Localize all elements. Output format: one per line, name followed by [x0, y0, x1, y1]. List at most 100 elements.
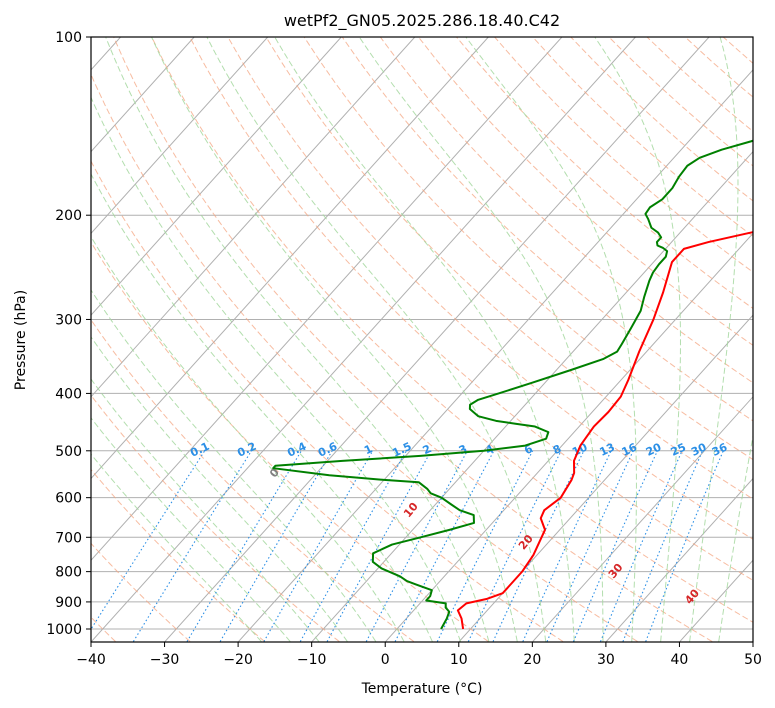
mixing-ratio-label: 20	[644, 440, 664, 458]
isotherm-line	[91, 37, 195, 153]
dry-adiabat-line	[341, 37, 753, 422]
x-tick-label: 30	[597, 652, 615, 668]
dry-adiabat-line	[303, 37, 753, 461]
dry-adiabat-line	[189, 37, 753, 581]
mixing-ratio-label: 0.6	[316, 440, 339, 460]
isotherm-lines	[91, 37, 775, 642]
dewpoint-profile-line	[272, 139, 753, 630]
mixing-ratio-label: 0.2	[235, 440, 258, 460]
dry-adiabat-line	[91, 468, 265, 642]
y-tick-label: 900	[55, 595, 82, 611]
dry-adiabat-line	[684, 37, 753, 98]
mixing-ratio-label: 16	[620, 440, 640, 458]
mixing-ratio-line	[467, 450, 562, 642]
mixing-ratio-line	[132, 450, 252, 642]
chart-title: wetPf2_GN05.2025.286.18.40.C42	[284, 11, 560, 31]
mixing-ratio-label: 8	[551, 442, 563, 457]
mixing-ratio-line	[299, 450, 407, 642]
temperature-profile-line	[456, 231, 753, 630]
dry-adiabat-line	[456, 37, 753, 310]
moist-adiabat-line	[91, 453, 262, 642]
isotherm-line	[91, 37, 342, 316]
dry-adiabat-line	[418, 37, 753, 346]
dry-adiabat-line	[227, 37, 753, 540]
dry-adiabat-line	[379, 37, 753, 384]
moist-adiabat-line	[274, 37, 575, 642]
y-axis-label: Pressure (hPa)	[13, 290, 29, 390]
dry-adiabat-line	[761, 37, 775, 642]
x-tick-label: 0	[381, 652, 390, 668]
isotherm-line	[91, 37, 269, 235]
mixing-ratio-line	[91, 450, 206, 631]
isotherm-line	[458, 314, 753, 642]
mixing-ratio-label: 3	[457, 442, 469, 457]
y-tick-label: 100	[55, 30, 82, 46]
isotherm-line	[753, 37, 775, 642]
moist-adiabat-line	[91, 96, 462, 642]
moist-adiabat-line	[91, 235, 405, 642]
mixing-ratio-line	[546, 450, 634, 642]
mixing-ratio-label: 13	[598, 441, 617, 459]
y-tick-label: 600	[55, 491, 82, 507]
isotherm-line	[238, 69, 753, 642]
moist-adiabat-line	[594, 37, 681, 642]
mixing-ratio-label: 10	[570, 440, 590, 458]
background-line-labels: 0.10.20.40.611.52346810131620253036-100-…	[38, 326, 729, 607]
moist-adiabat-line	[718, 433, 753, 642]
x-tick-label: 10	[450, 652, 468, 668]
dry-adiabat-line	[532, 37, 753, 237]
isobar-grid	[91, 37, 753, 630]
mixing-ratio-lines	[91, 450, 724, 642]
isotherm-line	[91, 37, 416, 398]
x-tick-label: −20	[223, 652, 253, 668]
moist-adiabat-line	[91, 378, 320, 642]
mixing-ratio-line	[600, 450, 683, 642]
axes: −40 −30 −20 −10 0 10 20 30 40 50 1000 900 800 700 600 5…	[46, 30, 762, 668]
moist-adiabats	[91, 37, 753, 642]
isotherm-line	[164, 37, 710, 642]
moist-adiabat-line	[206, 37, 547, 642]
x-axis-label: Temperature (°C)	[361, 681, 483, 697]
dry-adiabat-line	[91, 394, 340, 642]
dry-adiabat-line	[91, 318, 415, 642]
mixing-ratio-label: 1	[362, 442, 374, 457]
mixing-ratio-label: 25	[669, 441, 688, 459]
moist-adiabat-label: 30	[606, 561, 626, 581]
moist-adiabat-line	[689, 37, 739, 642]
dry-adiabat-line	[91, 160, 564, 642]
moist-adiabat-label: 20	[516, 532, 536, 552]
moist-adiabat-line	[465, 37, 637, 642]
x-tick-label: −30	[150, 652, 180, 668]
y-tick-label: 200	[55, 208, 82, 224]
sounding-series	[272, 139, 753, 630]
moist-adiabat-line	[91, 173, 433, 642]
mixing-ratio-line	[622, 450, 704, 642]
dry-adiabat-line	[608, 37, 753, 167]
y-tick-label: 300	[55, 312, 82, 328]
mixing-ratio-label: 30	[689, 440, 709, 458]
isotherm-line	[385, 232, 753, 642]
isotherm-line	[91, 37, 563, 562]
mixing-ratio-line	[572, 450, 658, 642]
mixing-ratio-line	[326, 450, 432, 642]
x-tick-label: −10	[297, 652, 327, 668]
mixing-ratio-line	[365, 450, 468, 642]
y-tick-label: 500	[55, 444, 82, 460]
dry-adiabat-label: -10	[38, 326, 61, 349]
moist-adiabat-line	[151, 37, 518, 642]
dry-adiabat-line	[265, 37, 753, 500]
plot-area: 0.10.20.40.611.52346810131620253036-100-…	[38, 37, 775, 642]
dry-adiabats	[91, 37, 775, 642]
x-tick-label: 40	[671, 652, 689, 668]
mixing-ratio-line	[263, 450, 374, 642]
y-tick-label: 1000	[46, 622, 82, 638]
moist-adiabat-label: 40	[682, 586, 702, 606]
isotherm-line	[679, 559, 753, 642]
isotherm-line	[91, 37, 636, 642]
moist-adiabat-line	[105, 37, 490, 642]
x-tick-label: 50	[744, 652, 762, 668]
dry-adiabat-line	[91, 73, 638, 642]
plot-frame	[90, 36, 754, 643]
y-tick-label: 800	[55, 565, 82, 581]
dry-adiabat-line	[91, 241, 489, 642]
